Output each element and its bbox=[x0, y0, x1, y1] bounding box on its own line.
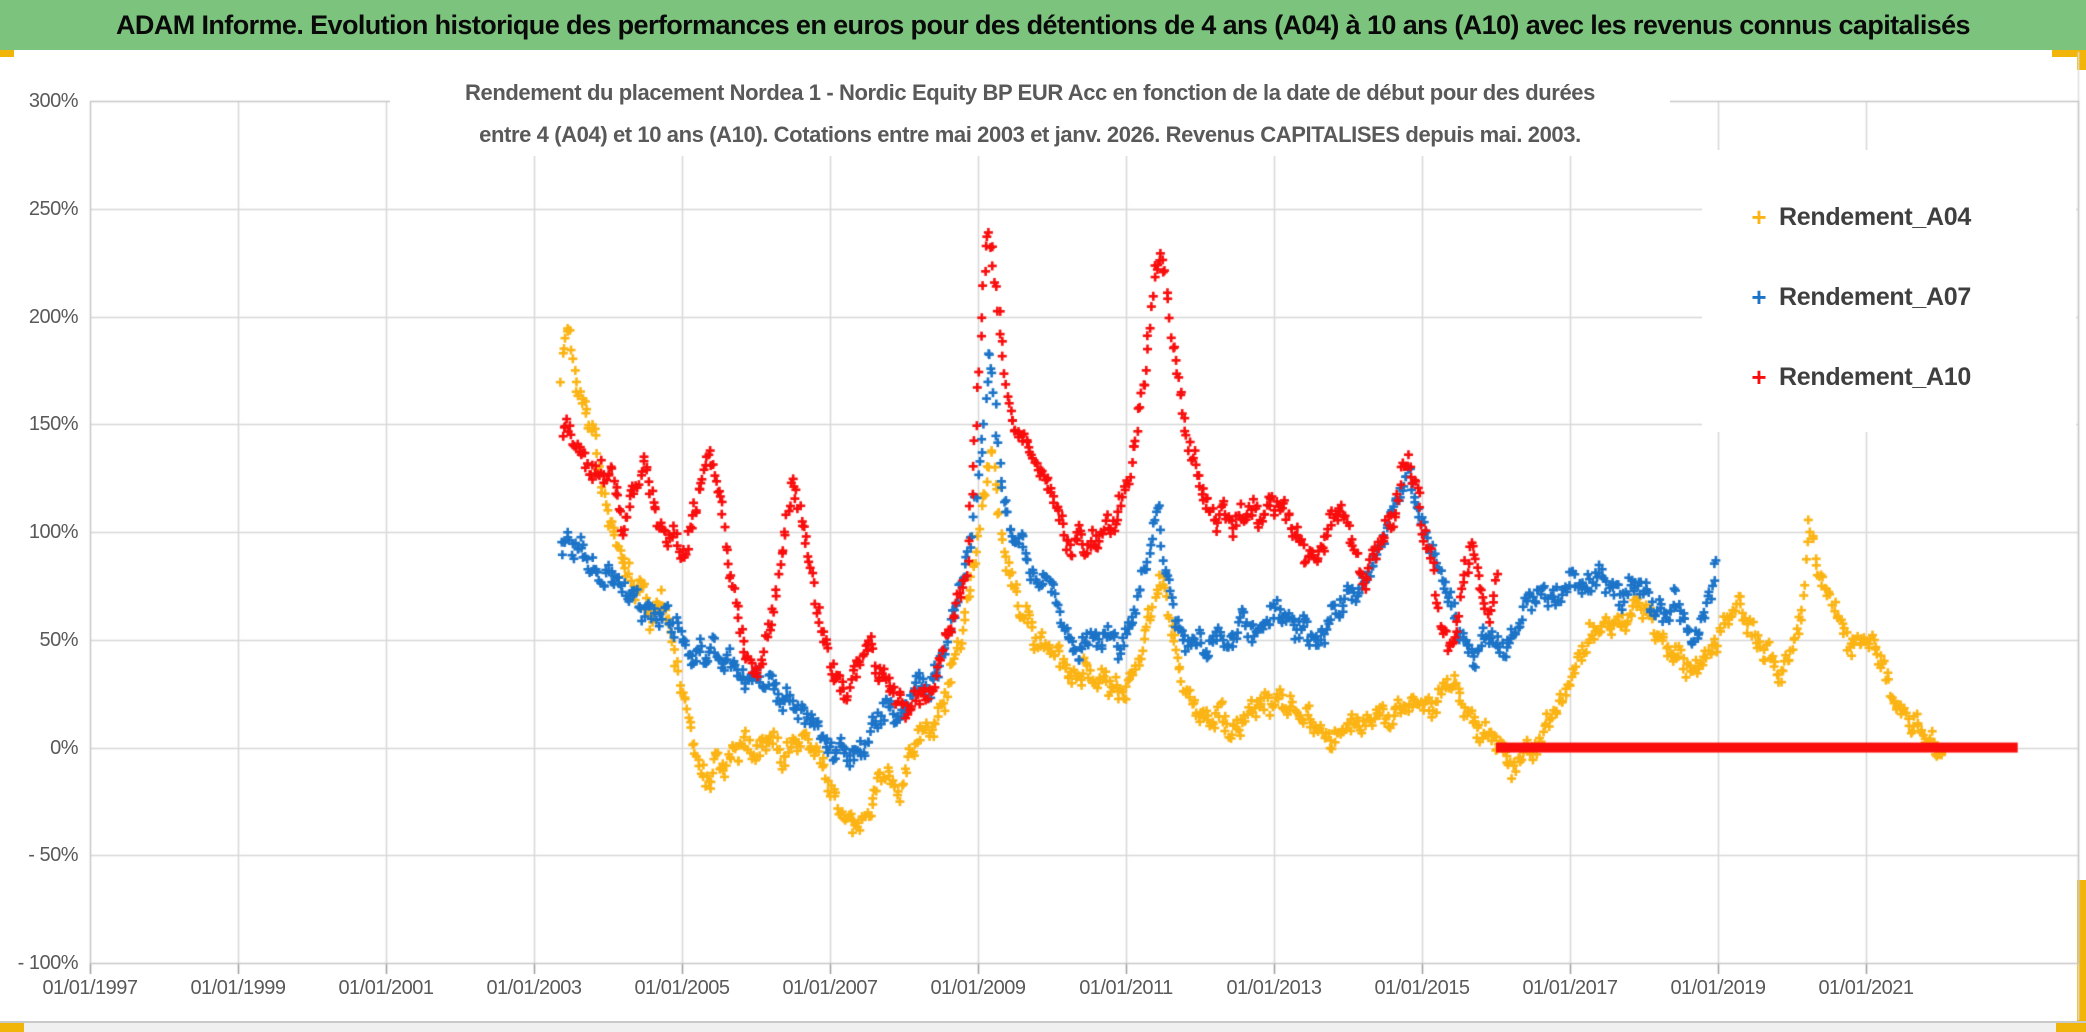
y-tick-label: 50% bbox=[39, 628, 78, 651]
y-tick-label: - 100% bbox=[17, 952, 79, 974]
legend-label: Rendement_A10 bbox=[1779, 362, 1971, 391]
x-tick-label: 01/01/2011 bbox=[1079, 977, 1173, 999]
legend-label: Rendement_A07 bbox=[1779, 282, 1971, 311]
legend: + Rendement_A04 + Rendement_A07 + Rendem… bbox=[1702, 150, 2076, 432]
y-tick-label: - 50% bbox=[28, 844, 78, 867]
chart-title-line1: Rendement du placement Nordea 1 - Nordic… bbox=[465, 80, 1595, 105]
plus-marker-icon: + bbox=[1751, 282, 1767, 312]
legend-item-a10: + Rendement_A10 bbox=[1702, 362, 2076, 392]
x-tick-label: 01/01/1997 bbox=[42, 977, 138, 999]
x-tick-label: 01/01/2015 bbox=[1374, 977, 1470, 999]
y-tick-label: 100% bbox=[28, 521, 79, 544]
chart-title-line2: entre 4 (A04) et 10 ans (A10). Cotations… bbox=[479, 122, 1581, 147]
y-tick-label: 0% bbox=[50, 736, 78, 759]
x-tick-label: 01/01/2003 bbox=[486, 977, 582, 999]
x-tick-label: 01/01/2019 bbox=[1670, 977, 1766, 999]
x-tick-label: 01/01/1999 bbox=[190, 977, 286, 999]
y-tick-label: 300% bbox=[28, 90, 79, 113]
legend-label: Rendement_A04 bbox=[1779, 202, 1971, 231]
y-tick-label: 150% bbox=[28, 413, 79, 436]
y-tick-label: 200% bbox=[28, 305, 79, 328]
y-tick-label: 250% bbox=[28, 197, 79, 220]
x-tick-label: 01/01/2009 bbox=[930, 977, 1026, 999]
x-tick-label: 01/01/2013 bbox=[1226, 977, 1322, 999]
x-tick-label: 01/01/2001 bbox=[338, 977, 434, 999]
legend-item-a07: + Rendement_A07 bbox=[1702, 282, 2076, 312]
legend-item-a04: + Rendement_A04 bbox=[1702, 202, 2076, 232]
x-tick-label: 01/01/2005 bbox=[634, 977, 730, 999]
plus-marker-icon: + bbox=[1751, 362, 1767, 392]
x-tick-label: 01/01/2021 bbox=[1818, 977, 1914, 999]
x-tick-label: 01/01/2007 bbox=[782, 977, 878, 999]
chart-title: Rendement du placement Nordea 1 - Nordic… bbox=[390, 72, 1670, 156]
plus-marker-icon: + bbox=[1751, 202, 1767, 232]
x-tick-label: 01/01/2017 bbox=[1522, 977, 1618, 999]
